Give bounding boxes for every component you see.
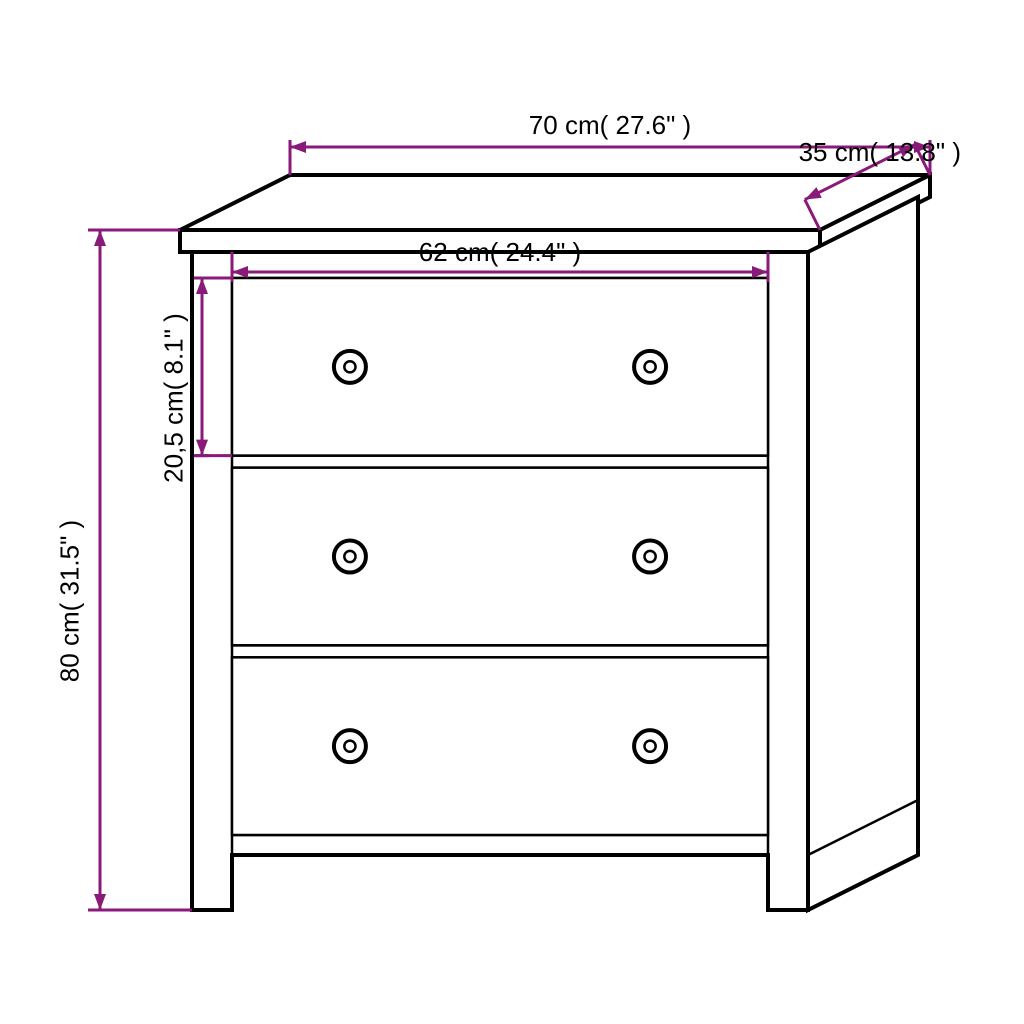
dim-width-label: 70 cm( 27.6" ) xyxy=(529,110,691,141)
dim-drawer-height-label: 20,5 cm( 8.1" ) xyxy=(159,313,190,483)
dim-depth-label: 35 cm( 13.8" ) xyxy=(799,137,961,168)
dim-height-label: 80 cm( 31.5" ) xyxy=(55,520,86,682)
dim-inner-width-label: 62 cm( 24.4" ) xyxy=(419,237,581,268)
